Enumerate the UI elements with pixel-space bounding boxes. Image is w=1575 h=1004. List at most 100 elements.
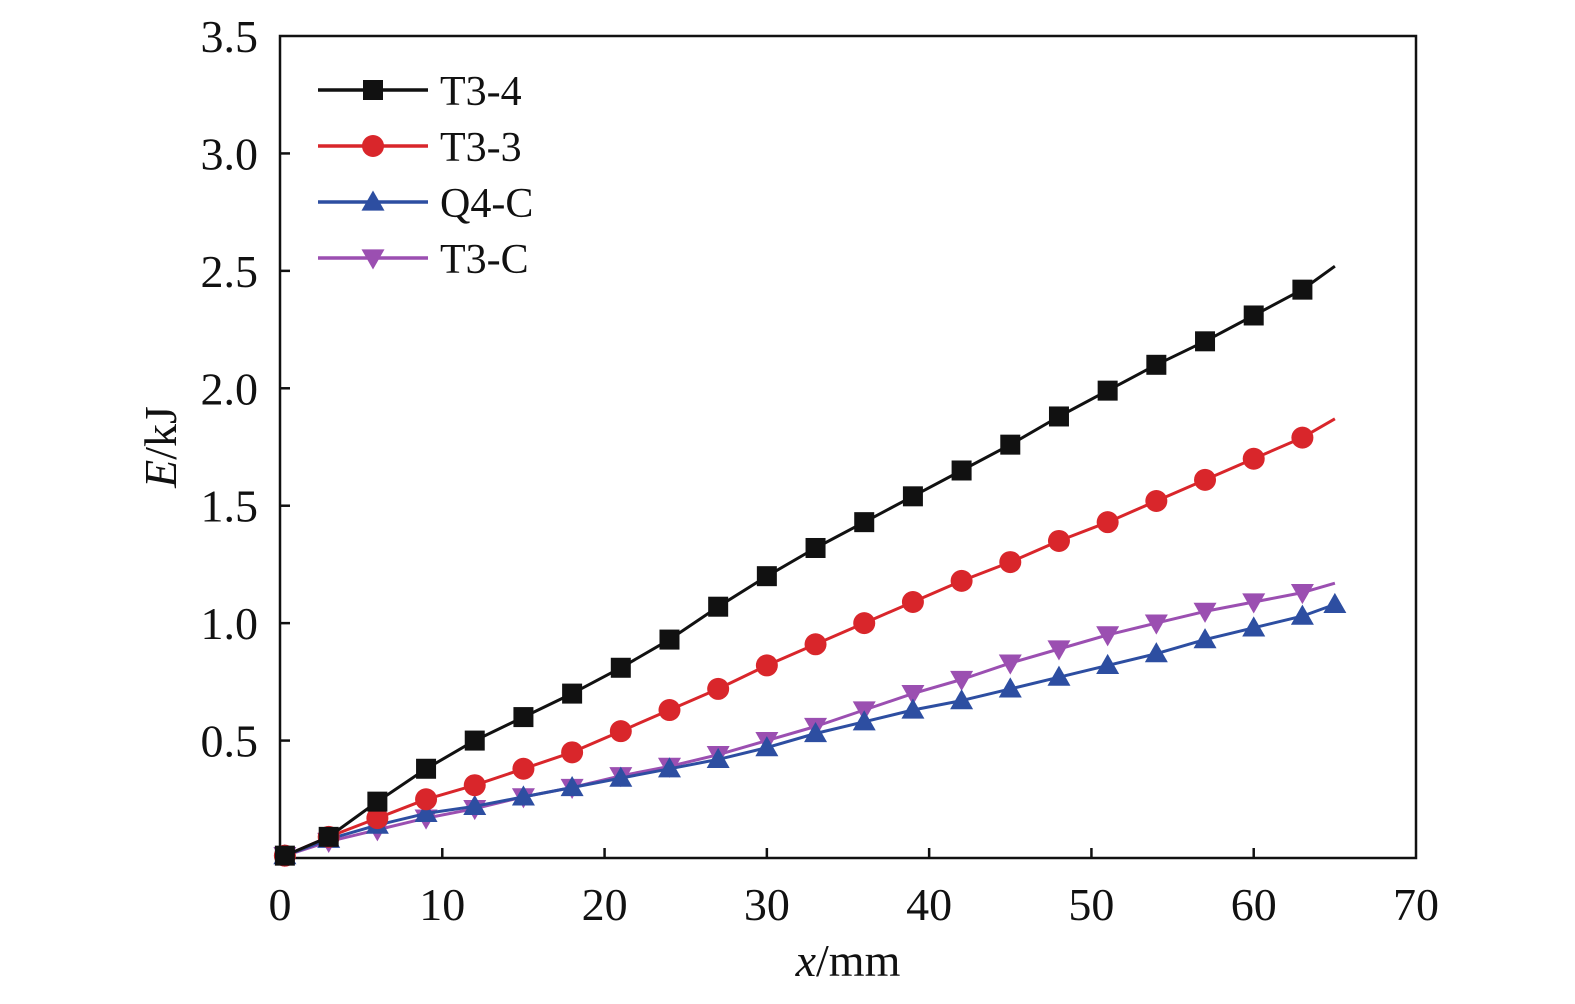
series-T3-3 [273,417,1336,867]
legend-label: Q4-C [440,181,533,227]
data-point [1096,653,1120,675]
series-T3-C [273,581,1336,868]
data-point [609,720,632,743]
data-point [609,766,633,787]
data-point [1144,614,1168,635]
y-tick-label: 0.5 [201,716,259,767]
data-point [657,757,681,778]
legend-item-T3-3: T3-3 [318,125,522,171]
data-point [951,460,972,481]
data-point [1097,380,1118,401]
data-point [1323,592,1347,613]
y-tick-label: 3.0 [201,128,259,179]
data-point [1047,529,1070,552]
data-point [755,736,779,757]
x-tick-label: 20 [582,879,628,930]
data-point [415,788,438,811]
y-axis-unit: /kJ [135,406,186,460]
data-point [562,683,583,704]
data-point [362,135,384,157]
data-point [1242,593,1266,614]
data-point [1290,604,1314,625]
data-point [464,730,485,751]
data-point [1194,468,1217,491]
x-tick-label: 40 [906,879,952,930]
legend-label: T3-4 [440,69,522,115]
legend-item-T3-4: T3-4 [318,69,522,115]
data-point [1291,426,1314,449]
y-tick-label: 3.5 [201,11,259,62]
y-axis-var: E [135,460,186,489]
series-line [284,264,1336,858]
data-point [901,684,925,706]
data-point [561,741,584,764]
data-point [463,794,487,815]
data-point [658,699,681,722]
data-point [1000,434,1021,455]
data-point [805,537,826,558]
data-point [852,710,876,731]
data-point [804,633,827,656]
x-tick-label: 0 [269,879,292,930]
data-point [659,629,680,650]
data-point [1242,616,1266,637]
data-point [1144,642,1168,663]
x-axis-var: x [795,935,817,986]
x-tick-label: 70 [1393,879,1439,930]
data-point [610,657,631,678]
data-point [361,249,385,270]
data-point [366,807,389,830]
data-point [1193,602,1217,623]
legend-label: T3-C [440,237,529,283]
data-point [414,801,438,823]
data-point [755,654,778,677]
series-Q4-C [273,592,1347,865]
data-point [1047,665,1071,686]
data-point [1242,447,1265,470]
legend-item-Q4-C: Q4-C [318,181,533,227]
data-point [950,670,974,692]
data-point [1243,305,1264,326]
legend-label: T3-3 [440,125,522,171]
data-point [1145,490,1168,513]
data-point [1048,406,1069,427]
data-point [853,612,876,635]
data-point [756,566,777,587]
series-T3-4 [274,264,1336,866]
data-point [416,758,437,779]
data-point [950,569,973,592]
data-point [1096,511,1119,534]
x-axis-title: x/mm [795,935,901,986]
x-tick-label: 50 [1068,879,1114,930]
data-point [361,190,385,211]
x-tick-label: 60 [1231,879,1277,930]
data-point [998,677,1022,698]
data-point [854,512,875,533]
data-point [274,845,295,866]
data-point [999,551,1022,574]
data-point [1290,583,1314,605]
data-point [998,654,1022,675]
data-point [1047,640,1071,661]
y-tick-label: 1.0 [201,598,259,649]
data-point [318,826,339,847]
data-point [363,80,383,100]
y-axis-title: E/kJ [135,406,186,489]
data-point [511,785,535,806]
data-point [901,698,925,719]
data-point [1195,331,1216,352]
legend: T3-4 T3-3 Q4-C T3-C [318,69,533,283]
x-axis-unit: /mm [816,935,901,986]
data-point [804,722,828,743]
data-point [1096,626,1120,647]
y-tick-label: 2.0 [201,363,259,414]
data-point [708,596,729,617]
series-layer [273,264,1347,868]
data-point [902,486,923,507]
data-point [1146,354,1167,375]
data-point [463,774,486,797]
y-tick-label: 1.5 [201,481,259,532]
x-tick-label: 30 [744,879,790,930]
data-point [1292,279,1313,300]
